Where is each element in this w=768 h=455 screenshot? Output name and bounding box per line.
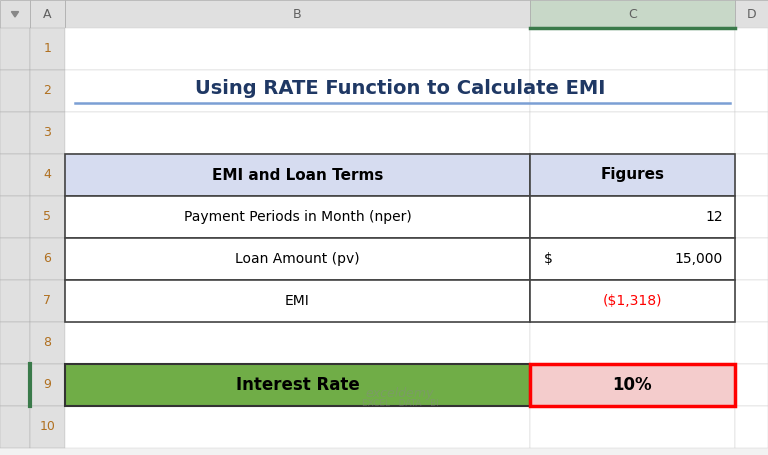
Text: 4: 4 [44,168,51,182]
Text: EMI and Loan Terms: EMI and Loan Terms [212,167,383,182]
Bar [530,280,735,322]
Polygon shape [12,11,18,17]
Bar [65,364,530,406]
Bar [0,112,30,154]
Bar [30,112,65,154]
Bar [735,28,768,70]
Bar [65,406,530,448]
Bar [530,406,735,448]
Bar [30,196,65,238]
Bar [65,196,530,238]
Bar [0,0,30,28]
Text: 12: 12 [705,210,723,224]
Text: 9: 9 [44,379,51,391]
Text: EXCEL · DATA · BI: EXCEL · DATA · BI [362,399,439,409]
Bar [735,280,768,322]
Text: B: B [293,7,302,20]
Bar [65,154,530,196]
Bar [65,238,530,280]
Bar [30,238,65,280]
Bar [530,322,735,364]
Bar [0,28,30,70]
Text: 10: 10 [40,420,55,434]
Text: 5: 5 [44,211,51,223]
Bar [30,364,65,406]
Bar [65,70,530,112]
Text: 2: 2 [44,85,51,97]
Bar [65,112,530,154]
Bar [735,406,768,448]
Bar [735,196,768,238]
Bar [735,70,768,112]
Bar [735,154,768,196]
Bar [530,154,735,196]
Bar [30,406,65,448]
Bar [30,0,65,28]
Text: 6: 6 [44,253,51,266]
Text: A: A [43,7,51,20]
Bar [65,280,530,322]
Bar [0,196,30,238]
Bar [735,112,768,154]
Text: Using RATE Function to Calculate EMI: Using RATE Function to Calculate EMI [195,79,605,97]
Bar [530,0,735,28]
Bar [0,154,30,196]
Bar [530,196,735,238]
Text: Figures: Figures [601,167,664,182]
Bar [65,364,530,406]
Bar [65,154,530,196]
Bar [30,322,65,364]
Text: C: C [628,7,637,20]
Bar [735,364,768,406]
Bar [530,364,735,406]
Bar [0,280,30,322]
Text: 7: 7 [44,294,51,308]
Bar [30,154,65,196]
Text: 15,000: 15,000 [675,252,723,266]
Bar [530,196,735,238]
Text: D: D [746,7,756,20]
Bar [530,112,735,154]
Bar [65,322,530,364]
Text: 1: 1 [44,42,51,56]
Text: EMI: EMI [285,294,310,308]
Text: Loan Amount (pv): Loan Amount (pv) [235,252,360,266]
Text: $: $ [544,252,553,266]
Text: ($1,318): ($1,318) [603,294,662,308]
Text: 3: 3 [44,126,51,140]
Bar [735,322,768,364]
Text: Interest Rate: Interest Rate [236,376,359,394]
Bar [65,0,530,28]
Bar [530,154,735,196]
Bar [530,238,735,280]
Bar [530,364,735,406]
Bar [0,322,30,364]
Bar [65,196,530,238]
Bar [65,28,530,70]
Text: 8: 8 [44,337,51,349]
Bar [65,280,530,322]
Bar [0,364,30,406]
Bar [530,28,735,70]
Bar [530,70,735,112]
Bar [65,238,530,280]
Bar [530,238,735,280]
Bar [0,406,30,448]
Text: Payment Periods in Month (nper): Payment Periods in Month (nper) [184,210,412,224]
Bar [30,280,65,322]
Bar [735,0,768,28]
Bar [30,70,65,112]
Text: exceldemy: exceldemy [366,386,434,399]
Bar [30,28,65,70]
Bar [530,280,735,322]
Text: 10%: 10% [613,376,652,394]
Bar [0,238,30,280]
Bar [0,70,30,112]
Bar [735,238,768,280]
